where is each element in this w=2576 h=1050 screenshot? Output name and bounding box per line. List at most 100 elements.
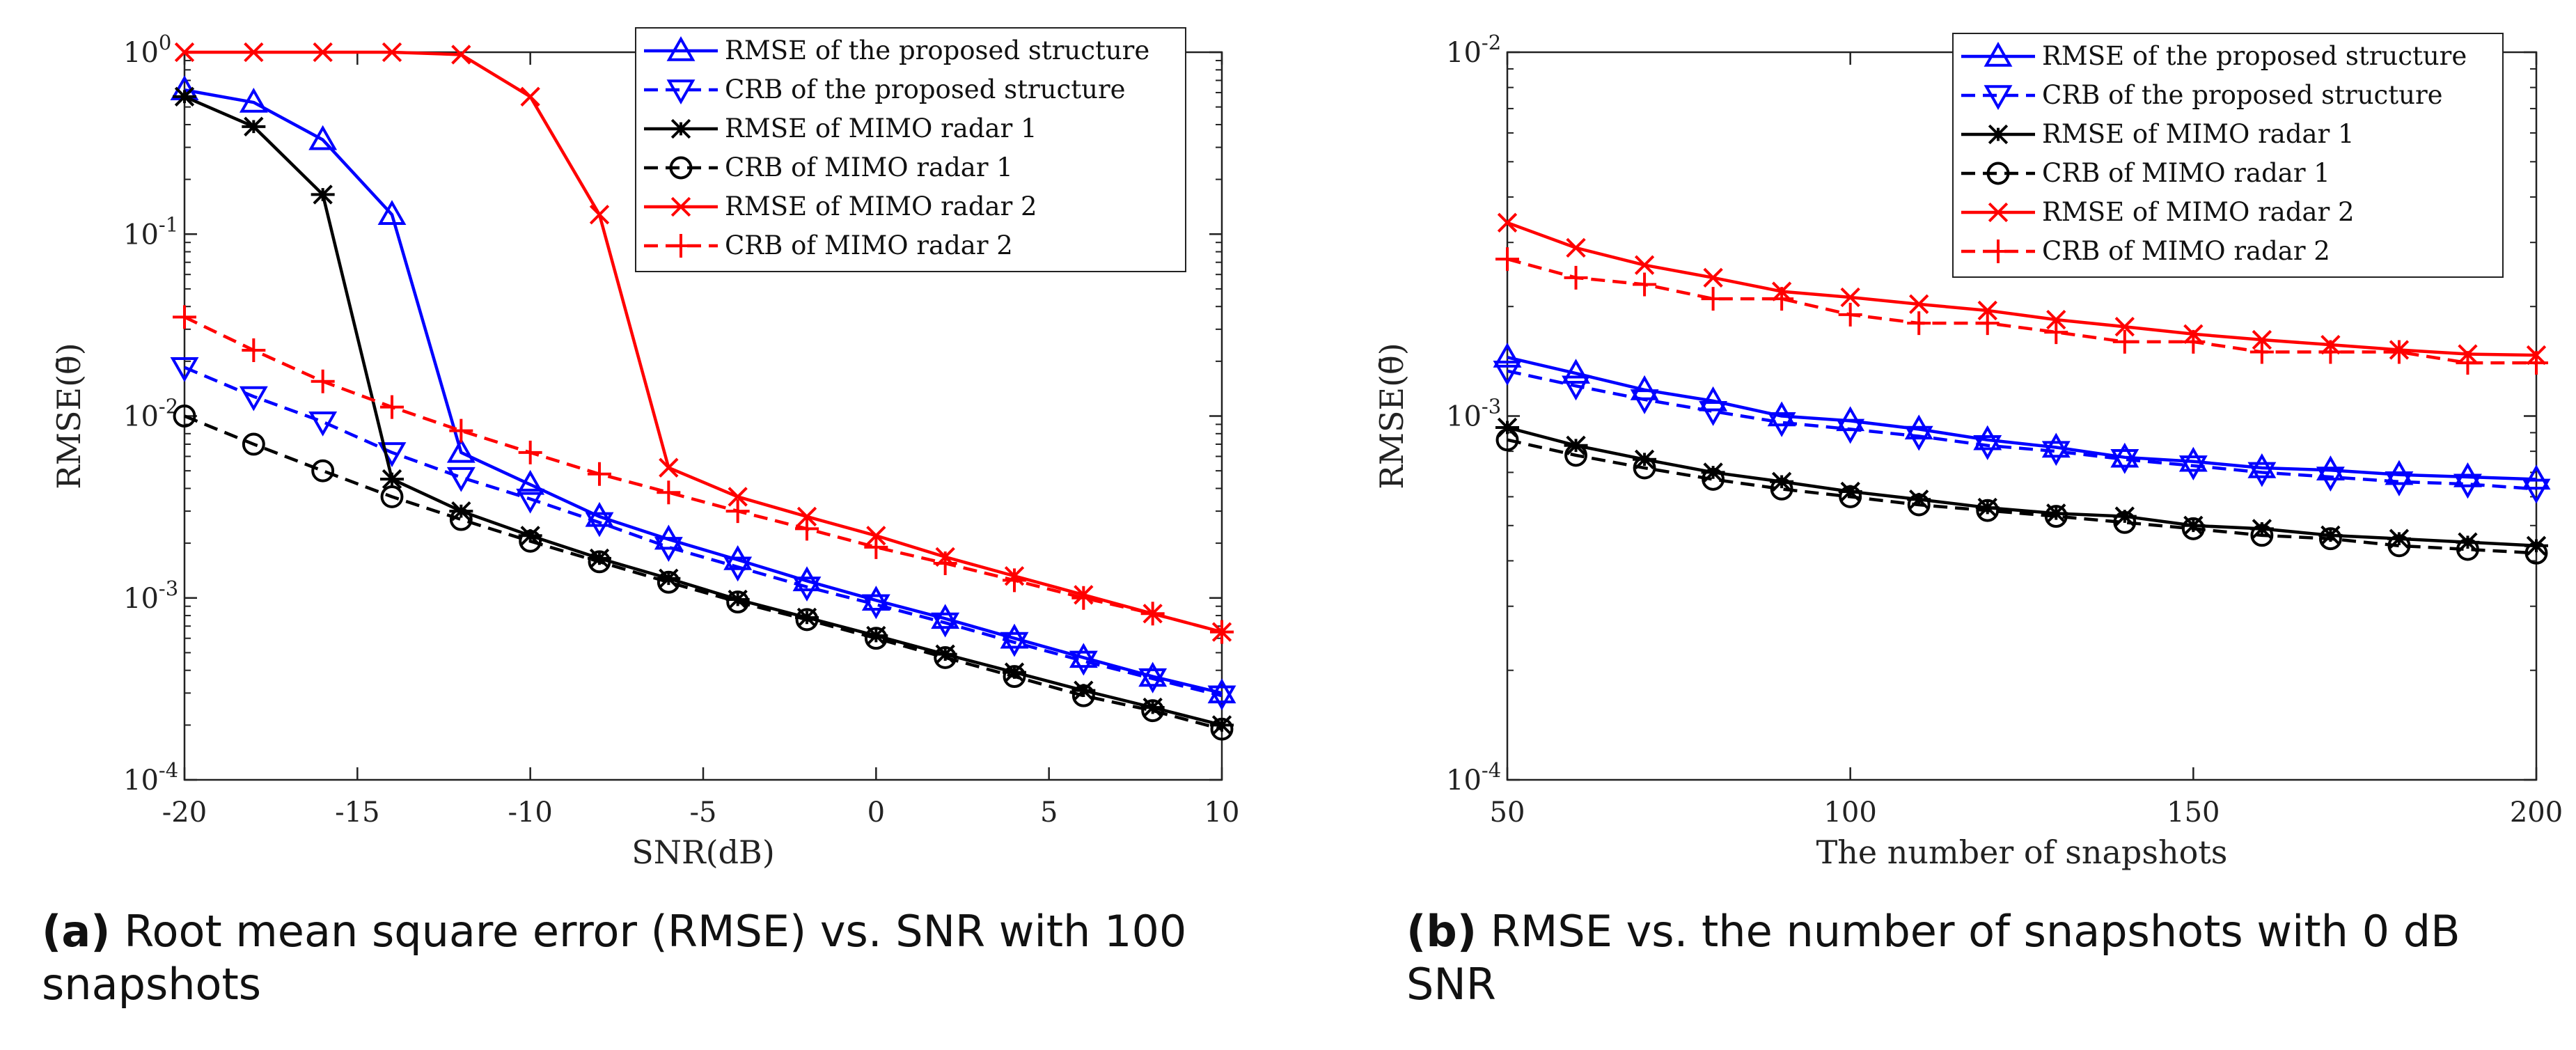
data-point-5 — [1633, 272, 1657, 297]
data-point-1 — [2316, 467, 2345, 492]
data-point-1 — [239, 386, 268, 412]
data-point-1 — [1069, 650, 1098, 676]
data-point-0 — [1000, 623, 1029, 649]
y-tick-label: 10-2 — [1446, 31, 1501, 69]
legend-label-1: CRB of the proposed structure — [725, 75, 1126, 104]
x-axis-label: SNR(dB) — [631, 833, 775, 871]
series-line-5 — [184, 315, 1223, 634]
legend-label-2: RMSE of MIMO radar 1 — [725, 113, 1037, 143]
data-point-1 — [2522, 478, 2551, 504]
legend-box — [635, 27, 1186, 272]
data-point-4 — [2252, 329, 2272, 350]
data-point-0 — [308, 125, 338, 150]
series-line-1 — [1507, 369, 2537, 491]
data-point-1 — [723, 556, 753, 582]
data-point-4 — [796, 506, 817, 527]
data-point-2 — [795, 607, 819, 628]
data-point-5 — [2318, 340, 2343, 364]
caption-b: (b) RMSE vs. the number of snapshots wit… — [1406, 905, 2562, 1010]
data-point-1 — [2110, 449, 2139, 474]
data-point-4 — [2046, 309, 2066, 330]
series-1 — [170, 356, 1236, 711]
data-point-2 — [2181, 515, 2206, 535]
data-point-2 — [1701, 462, 1725, 483]
data-point-5 — [2524, 351, 2548, 375]
legend-label-0: RMSE of the proposed structure — [2042, 41, 2467, 71]
data-point-1 — [2247, 462, 2277, 487]
legend-marker-1 — [666, 79, 696, 105]
legend-marker-4 — [670, 196, 691, 217]
data-point-3 — [934, 645, 957, 669]
minor-ticks — [184, 59, 1222, 726]
data-point-4 — [382, 42, 402, 63]
data-point-5 — [795, 517, 819, 541]
data-point-5 — [657, 480, 681, 505]
data-point-5 — [1907, 311, 1931, 336]
caption-b-text: RMSE vs. the number of snapshots with 0 … — [1406, 906, 2460, 1010]
data-point-1 — [792, 577, 822, 602]
data-point-3 — [2318, 527, 2342, 551]
data-point-2 — [2387, 528, 2411, 549]
data-point-2 — [2112, 506, 2137, 526]
x-tick-label: -5 — [690, 797, 717, 829]
series-line-2 — [1507, 425, 2537, 548]
data-point-2 — [864, 625, 888, 646]
data-point-2 — [1003, 662, 1026, 682]
x-tick-label: -15 — [335, 797, 379, 829]
data-point-4 — [2114, 317, 2135, 337]
data-point-4 — [451, 45, 471, 65]
series-line-3 — [184, 414, 1223, 731]
data-point-3 — [2181, 517, 2205, 540]
legend-label-5: CRB of MIMO radar 2 — [2042, 236, 2330, 266]
legend-label-4: RMSE of MIMO radar 2 — [725, 191, 1037, 221]
data-point-1 — [2178, 455, 2208, 480]
data-point-2 — [380, 469, 404, 489]
legend-label-0: RMSE of the proposed structure — [725, 36, 1149, 65]
data-point-0 — [861, 586, 890, 611]
data-point-3 — [2524, 541, 2548, 565]
legend-marker-4 — [1988, 202, 2009, 223]
data-point-0 — [239, 88, 268, 113]
series-line-4 — [184, 50, 1223, 634]
data-point-0 — [1973, 425, 2002, 450]
x-tick-label: 150 — [2167, 797, 2220, 829]
data-point-3 — [657, 570, 680, 594]
data-point-5 — [1564, 265, 1588, 290]
data-point-3 — [2250, 524, 2274, 547]
data-point-5 — [2249, 340, 2274, 364]
series-3 — [1495, 428, 2548, 565]
data-point-5 — [2044, 320, 2068, 345]
data-point-2 — [173, 86, 196, 107]
data-point-4 — [589, 205, 610, 225]
data-point-0 — [1493, 343, 1522, 368]
data-point-0 — [2247, 453, 2277, 478]
data-point-0 — [2178, 446, 2208, 472]
data-point-5 — [1838, 302, 1862, 327]
data-point-2 — [449, 501, 473, 522]
y-tick-label: 100 — [123, 31, 171, 69]
data-point-0 — [1069, 643, 1098, 668]
data-point-1 — [654, 537, 683, 562]
data-point-3 — [1839, 485, 1862, 508]
data-point-3 — [588, 550, 611, 574]
data-point-5 — [1003, 568, 1026, 593]
data-point-3 — [1907, 493, 1931, 517]
data-point-5 — [2112, 329, 2137, 354]
data-point-4 — [1977, 300, 1997, 321]
x-tick-label: 100 — [1823, 797, 1876, 829]
data-point-2 — [2249, 519, 2274, 539]
data-point-3 — [1770, 477, 1793, 501]
data-point-1 — [861, 594, 890, 620]
data-point-3 — [1141, 699, 1165, 723]
legend-marker-3 — [1986, 162, 2010, 185]
legend-marker-3 — [669, 156, 693, 180]
y-tick-label: 10-4 — [123, 758, 178, 797]
data-point-3 — [449, 508, 473, 531]
data-point-1 — [1904, 425, 1933, 451]
data-point-5 — [1701, 287, 1725, 311]
data-point-2 — [2524, 535, 2548, 556]
data-point-4 — [728, 487, 748, 507]
data-point-2 — [725, 589, 750, 610]
data-point-5 — [933, 551, 957, 576]
legend-label-5: CRB of MIMO radar 2 — [725, 230, 1013, 260]
